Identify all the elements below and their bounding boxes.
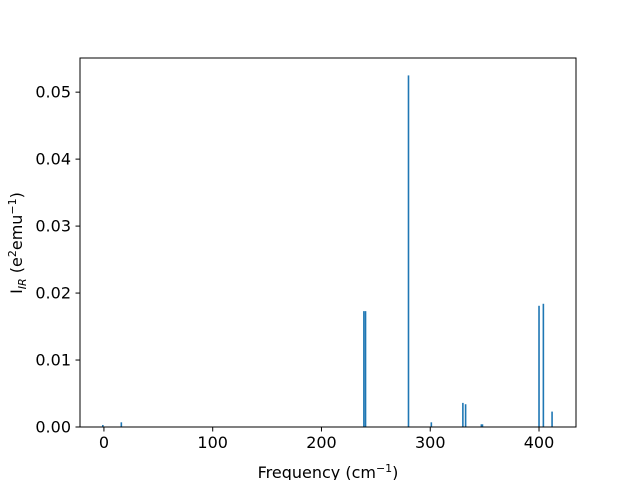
bar-6 [462,402,464,427]
bar-10 [538,305,540,427]
y-tick-label: 0.00 [35,418,71,437]
y-tick-label: 0.04 [35,150,71,169]
y-axis-label: IIR (e2emu−1) [6,192,29,294]
x-tick-label: 400 [524,433,555,452]
bar-11 [542,303,545,427]
bar-0 [102,424,104,427]
y-tick-label: 0.03 [35,217,71,236]
x-tick-label: 200 [306,433,337,452]
y-tick-label: 0.02 [35,284,71,303]
bar-5 [430,422,433,427]
plot-frame [79,57,577,428]
bar-2 [363,311,365,427]
bar-1 [120,422,123,427]
x-axis-ticks: 0 100 200 300 400 [99,427,554,452]
bar-7 [464,404,467,427]
y-axis-ticks: 0.00 0.01 0.02 0.03 0.04 0.05 [35,83,80,437]
x-tick-label: 0 [99,433,109,452]
x-tick-label: 300 [415,433,446,452]
x-tick-label: 100 [197,433,228,452]
y-tick-label: 0.05 [35,83,71,102]
bar-9 [481,424,484,427]
bar-4 [407,75,410,427]
bar-8 [480,424,483,427]
bar-3 [364,311,367,427]
bars-layer [102,75,553,427]
bar-12 [551,411,553,427]
y-tick-label: 0.01 [35,351,71,370]
x-axis-label: Frequency (cm−1) [258,462,399,480]
